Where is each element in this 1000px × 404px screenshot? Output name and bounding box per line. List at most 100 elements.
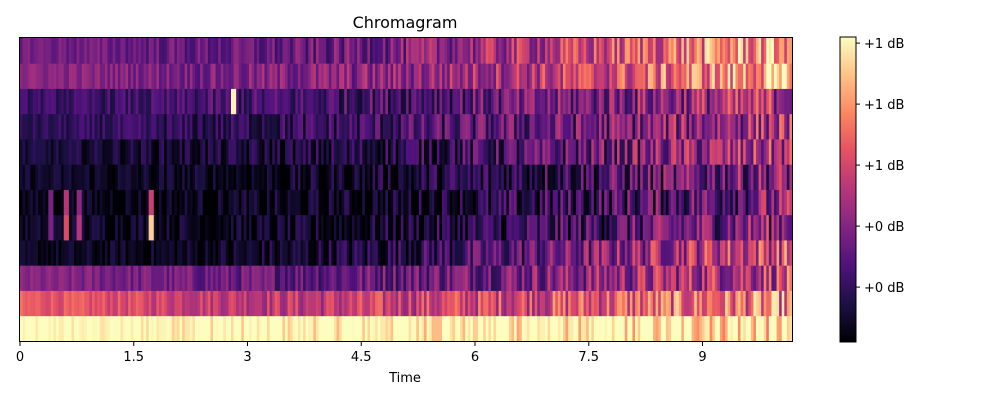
heatmap-cell	[730, 38, 734, 64]
heatmap-cell	[22, 139, 26, 165]
heatmap-cell	[110, 315, 114, 342]
heatmap-cell	[480, 113, 484, 140]
heatmap-cell	[297, 139, 302, 165]
heatmap-cell	[503, 63, 507, 89]
heatmap-cell	[79, 38, 83, 64]
heatmap-cell	[434, 113, 438, 140]
heatmap-cell	[773, 38, 778, 64]
heatmap-cell	[243, 214, 248, 241]
heatmap-cell	[467, 214, 471, 241]
heatmap-cell	[158, 265, 163, 291]
heatmap-cell	[483, 164, 487, 190]
heatmap-cell	[578, 139, 582, 165]
heatmap-cell	[496, 290, 500, 317]
heatmap-cell	[668, 38, 672, 64]
heatmap-cell	[544, 265, 549, 291]
heatmap-cell	[53, 88, 57, 115]
heatmap-cell	[416, 63, 420, 89]
heatmap-cell	[781, 38, 785, 64]
heatmap-cell	[285, 88, 289, 115]
heatmap-cell	[712, 63, 716, 89]
heatmap-cell	[86, 265, 91, 291]
heatmap-cell	[460, 189, 464, 216]
heatmap-cell	[511, 315, 515, 342]
heatmap-cell	[483, 63, 487, 89]
heatmap-cell	[104, 290, 109, 317]
heatmap-cell	[575, 315, 580, 342]
heatmap-cell	[755, 265, 760, 291]
heatmap-cell	[272, 315, 276, 342]
heatmap-cell	[362, 139, 366, 165]
heatmap-cell	[341, 265, 345, 291]
heatmap-cell	[624, 164, 628, 190]
heatmap-cell	[578, 164, 582, 190]
heatmap-cell	[133, 38, 137, 64]
heatmap-cell	[272, 139, 276, 165]
heatmap-cell	[565, 265, 569, 291]
heatmap-cell	[665, 113, 670, 140]
heatmap-cell	[151, 88, 155, 115]
heatmap-cell	[375, 38, 379, 64]
heatmap-cell	[27, 189, 31, 216]
heatmap-cell	[169, 290, 173, 317]
heatmap-cell	[475, 214, 479, 241]
heatmap-cell	[333, 88, 338, 115]
heatmap-cell	[755, 240, 760, 266]
heatmap-cell	[647, 38, 652, 64]
heatmap-cell	[609, 88, 613, 115]
heatmap-cell	[264, 189, 268, 216]
heatmap-cell	[416, 38, 420, 64]
heatmap-cell	[403, 265, 407, 291]
heatmap-cell	[359, 164, 363, 190]
heatmap-cell	[635, 290, 639, 317]
heatmap-cell	[485, 164, 489, 190]
heatmap-cell	[393, 88, 397, 115]
heatmap-cell	[225, 63, 230, 89]
heatmap-cell	[663, 63, 667, 89]
heatmap-cell	[586, 164, 590, 190]
heatmap-cell	[665, 315, 670, 342]
heatmap-cell	[102, 139, 106, 165]
heatmap-cell	[642, 139, 646, 165]
heatmap-cell	[369, 38, 374, 64]
colorbar-tick-label: +1 dB	[864, 37, 904, 52]
heatmap-cell	[732, 189, 736, 216]
heatmap-cell	[102, 315, 106, 342]
heatmap-cell	[562, 315, 567, 342]
heatmap-cell	[398, 290, 402, 317]
heatmap-cell	[542, 240, 546, 266]
heatmap-cell	[395, 315, 399, 342]
heatmap-cell	[61, 38, 65, 64]
heatmap-cell	[784, 214, 788, 241]
heatmap-cell	[241, 214, 245, 241]
heatmap-cell	[189, 38, 194, 64]
heatmap-cell	[436, 63, 441, 89]
heatmap-cell	[660, 139, 664, 165]
heatmap-cell	[357, 88, 361, 115]
heatmap-cell	[650, 88, 654, 115]
heatmap-cell	[593, 164, 598, 190]
heatmap-cell	[259, 240, 263, 266]
heatmap-cell	[200, 315, 204, 342]
heatmap-cell	[637, 88, 641, 115]
heatmap-cell	[717, 265, 721, 291]
heatmap-cell	[22, 88, 26, 115]
heatmap-cell	[593, 38, 598, 64]
heatmap-cell	[547, 88, 551, 115]
heatmap-cell	[390, 164, 394, 190]
heatmap-cell	[341, 88, 345, 115]
heatmap-cell	[521, 240, 525, 266]
heatmap-cell	[413, 164, 417, 190]
heatmap-cell	[627, 164, 631, 190]
heatmap-cell	[678, 265, 682, 291]
heatmap-cell	[387, 164, 392, 190]
heatmap-cell	[32, 315, 37, 342]
heatmap-cell	[660, 164, 664, 190]
heatmap-cell	[92, 164, 96, 190]
heatmap-cell	[532, 315, 536, 342]
heatmap-cell	[333, 214, 338, 241]
heatmap-cell	[94, 139, 98, 165]
heatmap-cell	[313, 290, 317, 317]
heatmap-cell	[120, 113, 124, 140]
heatmap-cell	[303, 63, 307, 89]
